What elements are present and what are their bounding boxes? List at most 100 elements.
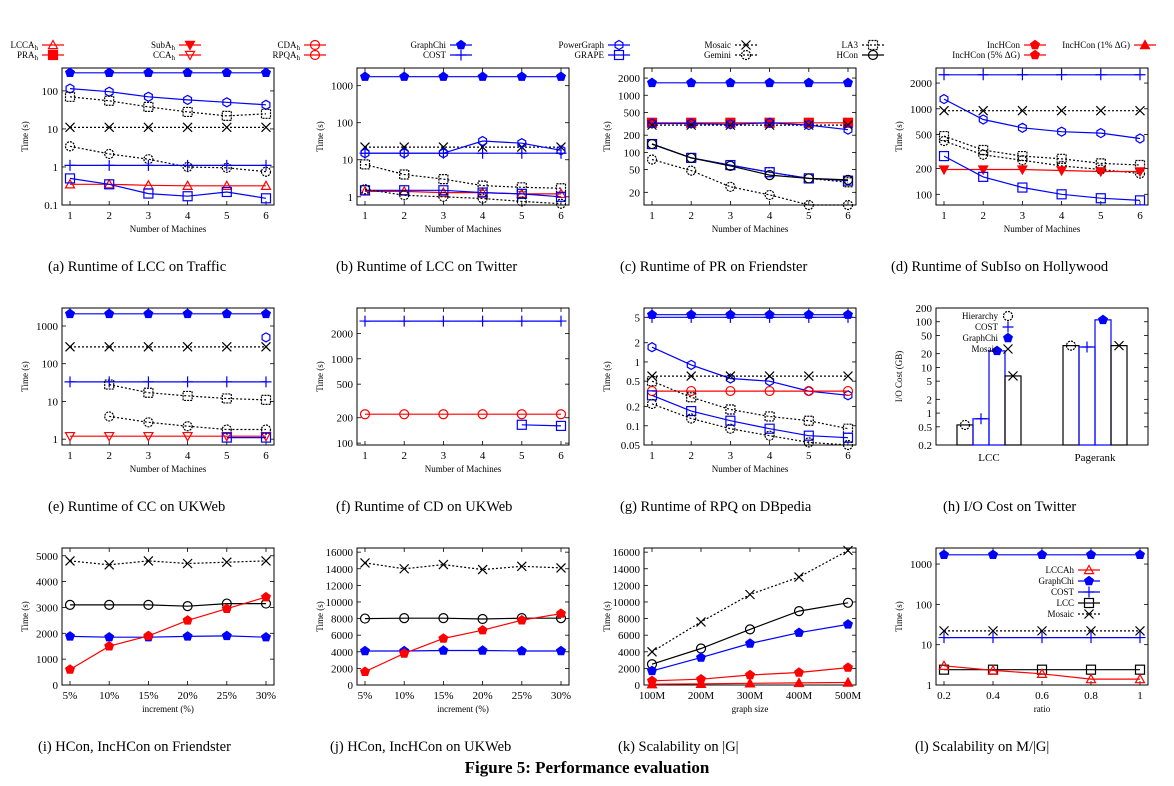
point-SubAh [1095,167,1107,178]
y-tick-label: 0.1 [626,421,640,433]
x-axis-label: graph size [732,704,769,714]
point-COST [555,147,567,159]
series-line-GraphChi [69,635,267,638]
point-GRAPE [221,186,232,198]
point-Mosaic [843,120,853,131]
point-SubAh [1134,167,1146,178]
bar-Hierarchy [956,424,974,446]
point-LA3 [1017,150,1028,162]
point-GRAPE [725,415,736,426]
point-Mosaic [104,341,115,352]
point-GraphChi [516,645,527,656]
y-tick-label: 1 [635,357,641,369]
point-HCon [555,613,567,624]
y-tick-label: 10000 [613,597,641,609]
y-tick-label: 1000 [910,559,933,571]
y-tick-label: 100 [916,189,933,201]
series-line-LA3 [69,96,267,117]
y-axis-label: Time (s) [602,361,612,391]
x-axis-label: increment (%) [437,704,489,714]
point-Mosaic [104,559,115,570]
point-COST [1016,69,1028,81]
x-tick-label: 4 [185,450,191,462]
point-COST [987,632,999,644]
point-RPQAh [842,385,854,397]
plot-frame [61,307,275,446]
point-LA3 [555,183,567,194]
y-tick-label: 200 [337,413,354,425]
point-IncHCon [182,615,193,625]
point-COST [221,376,233,388]
chart-legend-marker [1083,564,1095,575]
y-tick-label: 5000 [36,551,59,563]
x-tick-label: 3 [1020,210,1026,222]
point-COST [724,311,736,323]
point-GRAPE [938,150,950,162]
point-Mosaic [516,561,527,572]
point-GraphChi [399,71,410,81]
y-tick-label: 10000 [326,597,354,609]
point-GraphChi [555,645,567,656]
point-RPQAh [646,385,658,397]
point-COST [1085,632,1097,644]
point-IncHCon [793,667,805,677]
y-tick-label: 8000 [618,614,641,626]
series-Mosaic [65,555,271,570]
point-LA3 [646,376,658,387]
y-axis-label: Time (s) [602,121,612,151]
point-GRAPE [1056,189,1067,200]
point-GraphChi [359,71,371,81]
point-HCon [182,601,193,612]
point-Mosaic [477,142,488,152]
point-GraphChi [516,71,527,81]
series-GraphChi [646,309,854,319]
y-tick-label: 20 [921,349,933,361]
point-COST [646,311,658,323]
point-IncHCon [555,608,567,618]
point-Gemini [64,141,76,152]
point-GraphChi [221,630,232,641]
series-LA3 [646,138,854,188]
x-tick-label: 100M [639,690,666,702]
point-Gemini [143,417,154,428]
series-HCon [64,598,272,612]
point-HCon [842,597,854,608]
point-GRAPE [477,187,488,198]
x-tick-label: 0.4 [986,690,1000,702]
point-COST [359,147,371,159]
point-COST [182,159,194,171]
point-Gemini [764,430,775,441]
point-IncHCon [143,630,154,641]
legend-label: CDAh [277,40,300,52]
point-Mosaic [65,122,75,133]
point-GRAPE [1134,195,1146,206]
point-COST [1095,69,1107,81]
series-Mosaic [647,120,853,131]
chart-legend-label: GraphChi [1039,576,1075,586]
series-GraphChi [938,549,1146,560]
series-line-HCon [651,143,849,181]
point-LCCAh [182,180,194,190]
series-line-HCon [364,617,561,620]
point-IncHCon [104,640,115,651]
point-GRAPE [764,167,775,178]
series-Gemini [64,141,272,177]
y-axis-label: Time (s) [20,601,30,631]
point-Gemini [842,439,854,451]
y-tick-label: 1000 [910,104,933,116]
series-LCCAh [359,185,567,199]
series-GRAPE [938,150,1146,206]
caption-f: (f) Runtime of CD on UKWeb [336,499,513,515]
point-COST [221,159,233,171]
point-SubAh [977,165,989,176]
point-LCCAh [516,188,528,199]
point-GRAPE [686,405,697,417]
point-LA3 [938,130,950,142]
point-LCCAh [142,179,154,190]
point-PRAh [686,117,697,128]
point-GraphChi [1134,549,1146,560]
point-COST [182,376,194,388]
